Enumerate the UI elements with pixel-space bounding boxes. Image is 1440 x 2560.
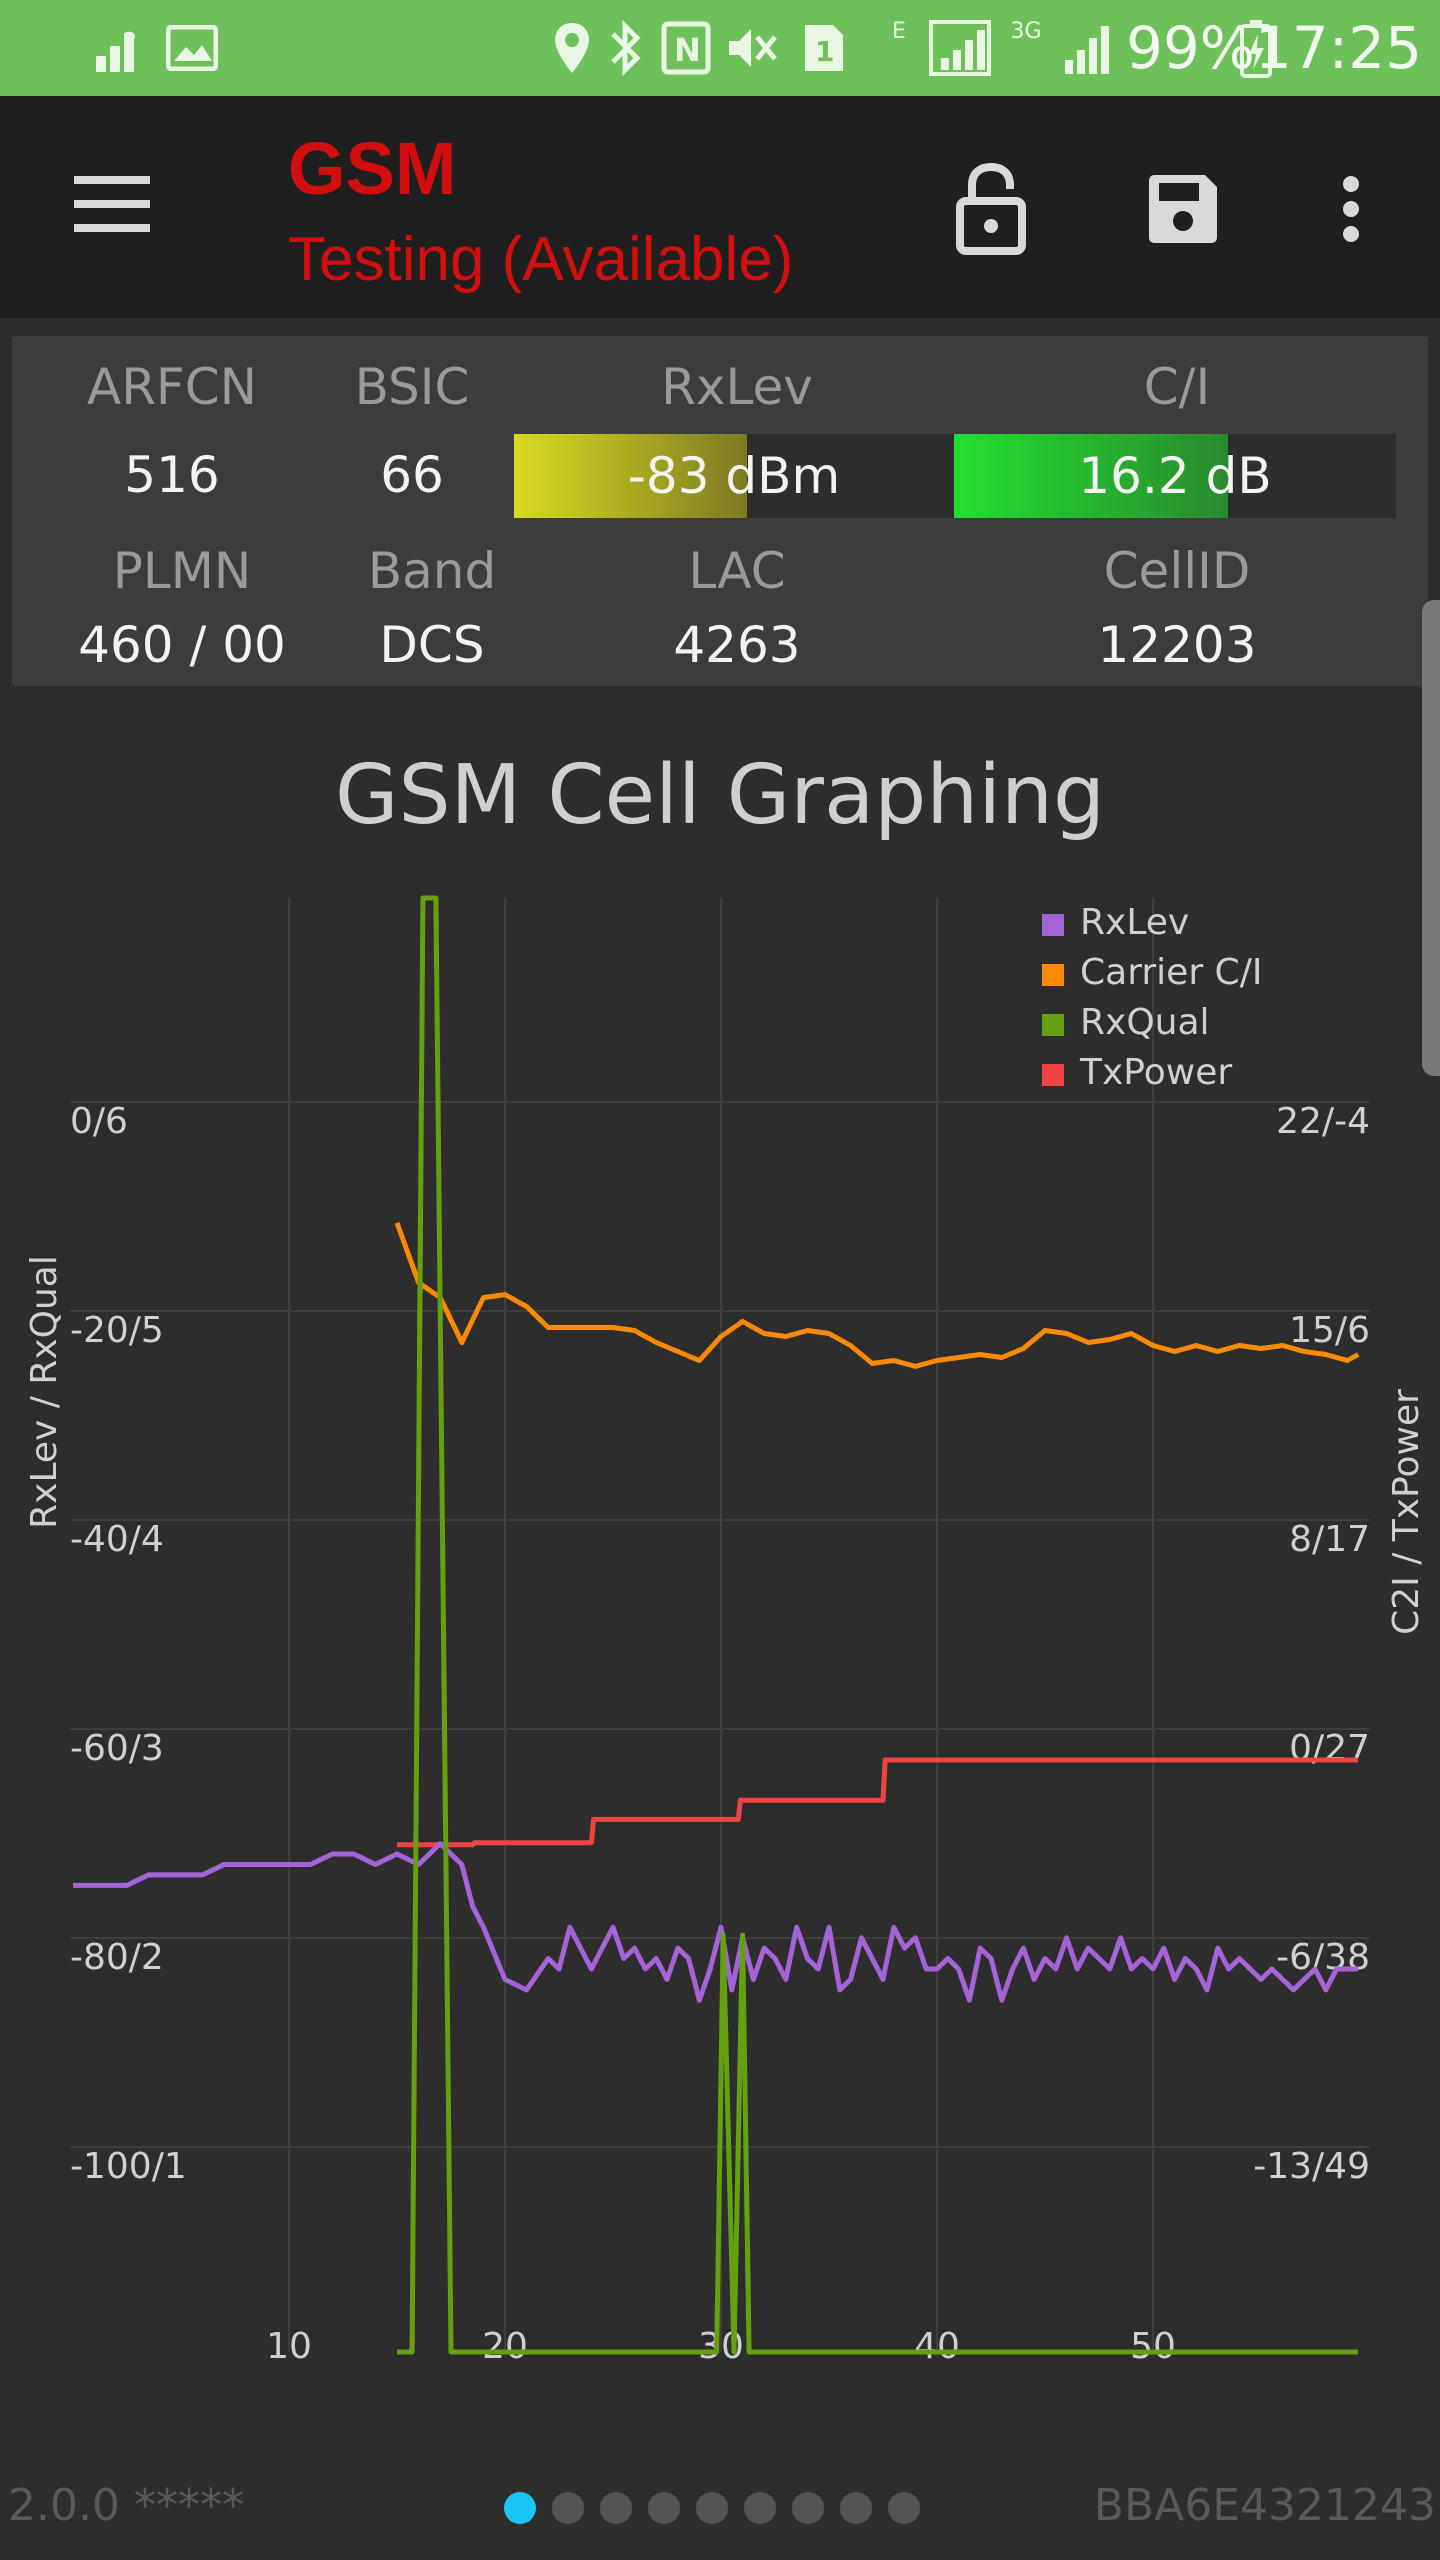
menu-button[interactable] [60, 166, 160, 246]
ci-label: C/I [1143, 358, 1211, 416]
y-right-tick: -6/38 [1276, 1937, 1370, 1978]
bsic-label: BSIC [354, 358, 470, 416]
y-left-tick: -80/2 [70, 1937, 164, 1978]
x-tick: 20 [482, 2326, 528, 2367]
page-dot[interactable] [744, 2492, 776, 2524]
chart-ticks: 0/6 -20/5 -40/4 -60/3 -80/2 -100/1 22/-4 15/6 8/… [70, 1101, 1370, 2367]
image-icon [160, 18, 224, 78]
page-dot[interactable] [552, 2492, 584, 2524]
battery-percent: 99% [1126, 14, 1255, 82]
network-3g-label: 3G [1010, 18, 1042, 44]
chart-grid [70, 898, 1370, 2352]
graph-title: GSM Cell Graphing [334, 748, 1106, 843]
page-dot[interactable] [792, 2492, 824, 2524]
legend-swatch [1042, 1064, 1064, 1086]
device-id: BBA6E4321243 [1093, 2480, 1436, 2531]
bsic-value: 66 [380, 446, 444, 504]
nfc-icon: N [660, 18, 712, 78]
txpower-line [397, 1757, 1359, 1848]
save-button[interactable] [1128, 154, 1238, 264]
save-icon [1149, 175, 1217, 243]
ci-meter-fill [954, 434, 1229, 518]
page-dot[interactable] [888, 2492, 920, 2524]
y-right-tick: 8/17 [1289, 1519, 1370, 1560]
band-label: Band [367, 542, 497, 600]
app-subtitle: Testing (Available) [288, 225, 794, 294]
y-right-tick: 22/-4 [1276, 1101, 1370, 1142]
rxlev-label: RxLev [661, 358, 813, 416]
legend-label: TxPower [1079, 1052, 1232, 1093]
lock-button[interactable] [936, 154, 1046, 264]
y-axis-left-label: RxLev / RxQual [24, 1255, 65, 1529]
lac-value: 4263 [673, 616, 801, 674]
more-vert-icon [1343, 176, 1359, 242]
chart-series [73, 895, 1360, 2355]
svg-text:?: ? [122, 26, 137, 59]
ci-meter: 16.2 dB [954, 434, 1396, 518]
svg-text:N: N [674, 31, 701, 69]
chart-legend: RxLev Carrier C/I RxQual TxPower [1042, 902, 1262, 1093]
signal-icon [928, 18, 992, 78]
ci-value: 16.2 dB [1078, 447, 1272, 505]
legend-label: Carrier C/I [1080, 952, 1262, 993]
page-dot[interactable] [840, 2492, 872, 2524]
page-dot[interactable] [648, 2492, 680, 2524]
legend-swatch [1042, 964, 1064, 986]
x-tick: 30 [698, 2326, 744, 2367]
status-bar: ? N 1 E 3G 99% 17:25 [0, 0, 1440, 96]
clock: 17:25 [1254, 14, 1422, 82]
rxlev-line [73, 1841, 1359, 2003]
side-drawer-handle[interactable] [1422, 600, 1440, 1076]
y-left-tick: -40/4 [70, 1519, 164, 1560]
rxlev-meter-fill [514, 434, 748, 518]
x-tick: 50 [1130, 2326, 1176, 2367]
bluetooth-icon [604, 18, 648, 78]
y-left-tick: -60/3 [70, 1728, 164, 1769]
arfcn-value: 516 [124, 446, 220, 504]
cellid-value: 12203 [1097, 616, 1257, 674]
cell-info-panel: ARFCN BSIC RxLev C/I 516 66 -83 dBm 16.2… [12, 336, 1428, 686]
lac-label: LAC [688, 542, 786, 600]
y-left-tick: 0/6 [70, 1101, 128, 1142]
mute-icon [724, 18, 780, 78]
y-right-tick: -13/49 [1253, 2146, 1370, 2187]
app-title: GSM [288, 127, 457, 210]
network-e-label: E [892, 18, 906, 44]
page-dot[interactable] [600, 2492, 632, 2524]
y-left-tick: -20/5 [70, 1310, 164, 1351]
lock-icon [956, 163, 1026, 255]
rxqual-line [397, 895, 1359, 2355]
signal-no-data-icon: ? [90, 18, 154, 78]
sim-icon: 1 [800, 18, 848, 78]
carrier-ci-line [394, 1221, 1360, 1369]
y-left-tick: -100/1 [70, 2146, 187, 2187]
more-options-button[interactable] [1296, 154, 1406, 264]
plmn-value: 460 / 00 [78, 616, 286, 674]
location-icon [548, 18, 596, 78]
legend-swatch [1042, 914, 1064, 936]
band-value: DCS [379, 616, 485, 674]
page-dot[interactable] [696, 2492, 728, 2524]
legend-swatch [1042, 1014, 1064, 1036]
legend-label: RxLev [1080, 902, 1189, 943]
rxlev-meter: -83 dBm [514, 434, 954, 518]
rxlev-value: -83 dBm [627, 447, 841, 505]
sim-number: 1 [815, 35, 834, 68]
y-right-tick: 15/6 [1289, 1310, 1370, 1351]
version-text: 2.0.0 ***** [8, 2480, 244, 2531]
x-tick: 40 [914, 2326, 960, 2367]
cellid-label: CellID [1103, 542, 1251, 600]
x-tick: 10 [266, 2326, 312, 2367]
y-axis-right-label: C2I / TxPower [1386, 1389, 1427, 1635]
app-bar: GSM Testing (Available) [0, 96, 1440, 318]
plmn-label: PLMN [112, 542, 252, 600]
legend-label: RxQual [1080, 1002, 1210, 1043]
page-dot[interactable] [504, 2492, 536, 2524]
arfcn-label: ARFCN [86, 358, 258, 416]
y-right-tick: 0/27 [1289, 1728, 1370, 1769]
battery-charging-icon [1234, 18, 1278, 78]
gsm-cell-chart: 0/6 -20/5 -40/4 -60/3 -80/2 -100/1 22/-4 15/6 8/… [24, 895, 1427, 2367]
signal-3g-icon [1058, 18, 1122, 78]
